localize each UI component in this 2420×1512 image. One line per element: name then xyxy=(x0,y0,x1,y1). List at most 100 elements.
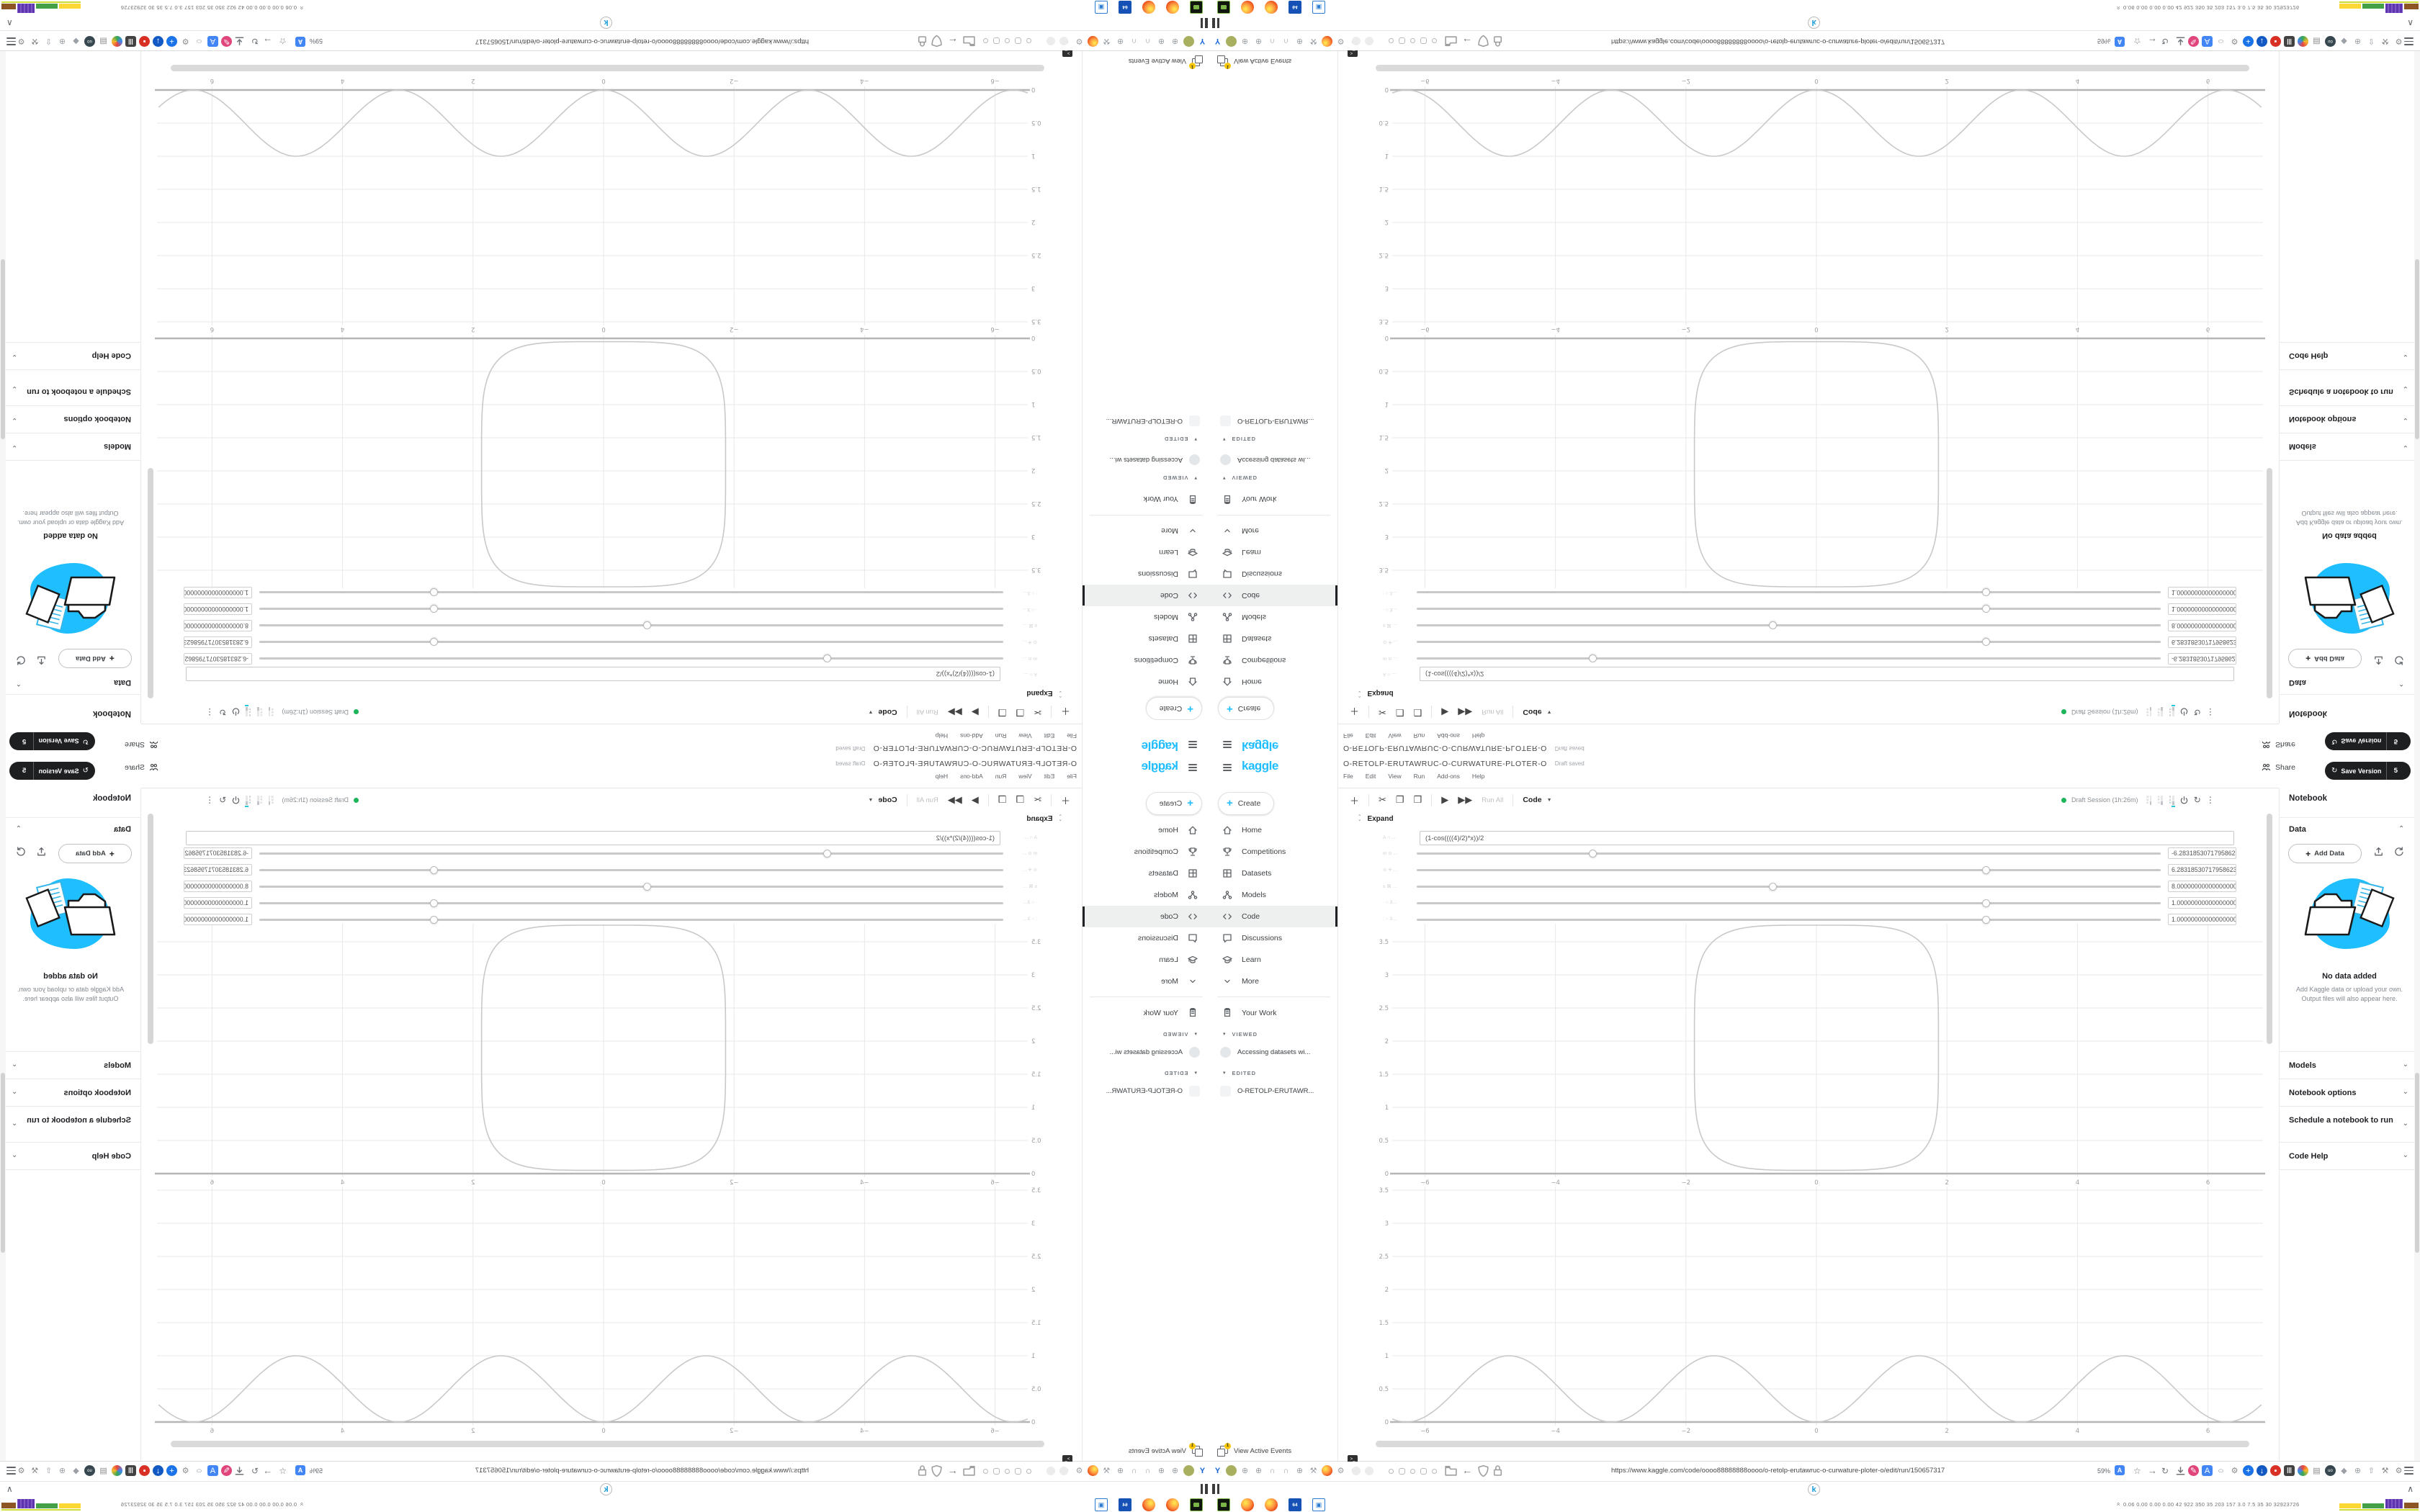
zoom-level[interactable]: 59% xyxy=(2097,37,2111,45)
formula-input[interactable] xyxy=(186,667,1000,681)
slider-handle[interactable] xyxy=(430,899,439,907)
pause-icon[interactable] xyxy=(1201,1484,1208,1494)
menu-view[interactable]: View xyxy=(1388,773,1402,780)
gear-icon[interactable]: ⚙ xyxy=(1337,1467,1345,1475)
lock-icon[interactable] xyxy=(1492,1464,1503,1477)
pin-icon[interactable]: Y xyxy=(1214,37,1221,46)
sidebar-item-models[interactable]: Models xyxy=(1210,606,1337,628)
slider-value[interactable]: 8.000000000000000000 xyxy=(184,620,252,631)
shield-icon[interactable] xyxy=(1477,35,1489,48)
panel-section-code-help[interactable]: Code Help ⌄ xyxy=(0,343,141,370)
menu-edit[interactable]: Edit xyxy=(1365,732,1376,739)
slider-track[interactable] xyxy=(259,901,1003,904)
viewed-header[interactable]: ▾ VIEWED xyxy=(1223,474,1258,482)
highlighter-icon[interactable]: ✎ xyxy=(2188,36,2199,47)
panel-data-header[interactable]: Data xyxy=(2289,825,2306,834)
sidebar-item-discussions[interactable]: Discussions xyxy=(1083,927,1210,949)
download-manager-icon[interactable]: ↓ xyxy=(2257,36,2267,47)
chevron-up-icon[interactable]: ∧ xyxy=(6,18,13,28)
taskbar-app-floppy[interactable]: 64 xyxy=(1119,1,1131,14)
slider-handle[interactable] xyxy=(430,638,439,647)
slider-track[interactable] xyxy=(259,852,1003,855)
globe-icon[interactable]: ⊕ xyxy=(2354,1467,2362,1475)
menu-file[interactable]: File xyxy=(1067,732,1077,739)
recorder-icon[interactable]: ▪ xyxy=(2270,1465,2281,1476)
chevron-up-icon[interactable]: ⌃ xyxy=(15,679,22,687)
sidebar-item-competitions[interactable]: Competitions xyxy=(1210,649,1337,671)
view-active-events-button[interactable]: 1 View Active Events xyxy=(1129,1441,1203,1460)
slider-handle[interactable] xyxy=(1981,638,1990,647)
run-all-icon[interactable]: ▶▶ xyxy=(947,794,962,805)
oval-icon[interactable]: ○ xyxy=(2218,1466,2224,1475)
pause-icon[interactable] xyxy=(1201,18,1208,28)
globe-icon[interactable]: ⊕ xyxy=(2354,37,2362,45)
horizontal-scrollbar[interactable] xyxy=(171,1441,1044,1447)
globe-icon[interactable]: ⊕ xyxy=(1171,1467,1179,1475)
taskbar-app-terminal[interactable] xyxy=(1217,1498,1230,1511)
menu-add-ons[interactable]: Add-ons xyxy=(960,732,983,739)
menu-help[interactable]: Help xyxy=(935,773,949,780)
power-icon[interactable] xyxy=(2179,708,2189,717)
sidebar-item-competitions[interactable]: Competitions xyxy=(1210,841,1337,863)
sidebar-item-viewed[interactable]: Accessing datasets wi... xyxy=(1210,1043,1348,1061)
kebab-menu-icon[interactable]: ⋮ xyxy=(205,707,215,717)
formula-input[interactable] xyxy=(186,831,1000,845)
upload-icon[interactable] xyxy=(36,846,47,857)
chevron-up-icon[interactable]: ⌃ xyxy=(2398,825,2405,833)
olive-circle-icon[interactable] xyxy=(1183,36,1194,47)
lock-icon[interactable] xyxy=(1492,35,1503,48)
panel-section-schedule[interactable]: Schedule a notebook to run ⌄ xyxy=(0,1106,141,1142)
sidebar-item-datasets[interactable]: Datasets xyxy=(1210,628,1337,649)
slider-handle[interactable] xyxy=(430,915,439,924)
menu-file[interactable]: File xyxy=(1343,732,1353,739)
pin-icon[interactable]: Y xyxy=(1199,37,1206,46)
copy-icon[interactable]: ❐ xyxy=(1395,794,1404,805)
restart-icon[interactable]: ↻ xyxy=(219,795,227,805)
globe-icon[interactable]: ⊕ xyxy=(1255,37,1263,45)
copy-icon[interactable]: ❐ xyxy=(1016,794,1025,805)
gauge-icon[interactable]: ∩ xyxy=(1269,1466,1276,1475)
slider-track[interactable] xyxy=(1417,852,2161,855)
thumbs-up-icon[interactable]: ⇧ xyxy=(45,37,53,45)
wrench-icon[interactable]: ⚒ xyxy=(2381,37,2389,45)
dark-badge-icon[interactable]: uo xyxy=(84,36,95,47)
cell-type-dropdown[interactable]: Code xyxy=(1523,796,1542,804)
slider-handle[interactable] xyxy=(1589,654,1597,663)
color-globe-icon[interactable] xyxy=(2298,1465,2308,1476)
download-icon[interactable] xyxy=(2175,1466,2186,1477)
shield-icon[interactable]: ◆ xyxy=(73,1467,79,1475)
sidebar-item-discussions[interactable]: Discussions xyxy=(1210,927,1337,949)
notebook-title[interactable]: O-RETOLP-ERUTAWRUC-O-CURWATURE-PLOTER-O xyxy=(1343,759,1547,768)
edited-header[interactable]: ▾ EDITED xyxy=(1223,1069,1257,1076)
slider-handle[interactable] xyxy=(642,621,651,630)
color-globe-icon[interactable] xyxy=(2298,36,2308,47)
menu-view[interactable]: View xyxy=(1388,732,1402,739)
url-bar[interactable]: https://www.kaggle.com/code/oooo88888888… xyxy=(1611,37,1945,45)
slider-value[interactable]: 6.283185307179586232 xyxy=(2168,864,2236,876)
color-globe-icon[interactable] xyxy=(112,36,122,47)
menu-icon[interactable] xyxy=(1188,741,1197,748)
globe-icon[interactable]: ⊕ xyxy=(1241,37,1249,45)
globe-icon[interactable]: ⊕ xyxy=(1171,37,1179,45)
shield-icon[interactable]: ◆ xyxy=(2341,1467,2347,1475)
slider-track[interactable] xyxy=(1417,591,2161,594)
add-icon[interactable]: + xyxy=(166,36,177,47)
slider-track[interactable] xyxy=(1417,624,2161,627)
translate-icon[interactable]: A xyxy=(2115,1465,2125,1475)
panel-section-models[interactable]: Models ⌄ xyxy=(0,433,141,461)
slider-track[interactable] xyxy=(1417,885,2161,888)
translate-icon[interactable]: A xyxy=(295,1465,305,1475)
cell-type-dropdown[interactable]: Code xyxy=(878,796,897,804)
chevron-up-icon[interactable]: ∧ xyxy=(2407,1484,2414,1494)
globe-icon[interactable]: ⊕ xyxy=(1255,1467,1263,1475)
expand-toggle[interactable]: ⌃ ⌄ Expand xyxy=(1358,814,1394,823)
slider-track[interactable] xyxy=(259,868,1003,871)
version-count-badge[interactable]: 5 xyxy=(2393,737,2398,745)
url-bar[interactable]: https://www.kaggle.com/code/oooo88888888… xyxy=(475,37,809,45)
gear-icon[interactable]: ⚙ xyxy=(182,37,189,45)
viewed-header[interactable]: ▾ VIEWED xyxy=(1223,1030,1258,1038)
slider-value[interactable]: 8.000000000000000000 xyxy=(2168,881,2236,892)
translate-icon[interactable]: A xyxy=(2202,1465,2213,1476)
sidebar-item-edited[interactable]: O-RETOLP-ERUTAWR... xyxy=(1072,1081,1210,1100)
pin-icon[interactable]: Y xyxy=(1199,1466,1206,1475)
